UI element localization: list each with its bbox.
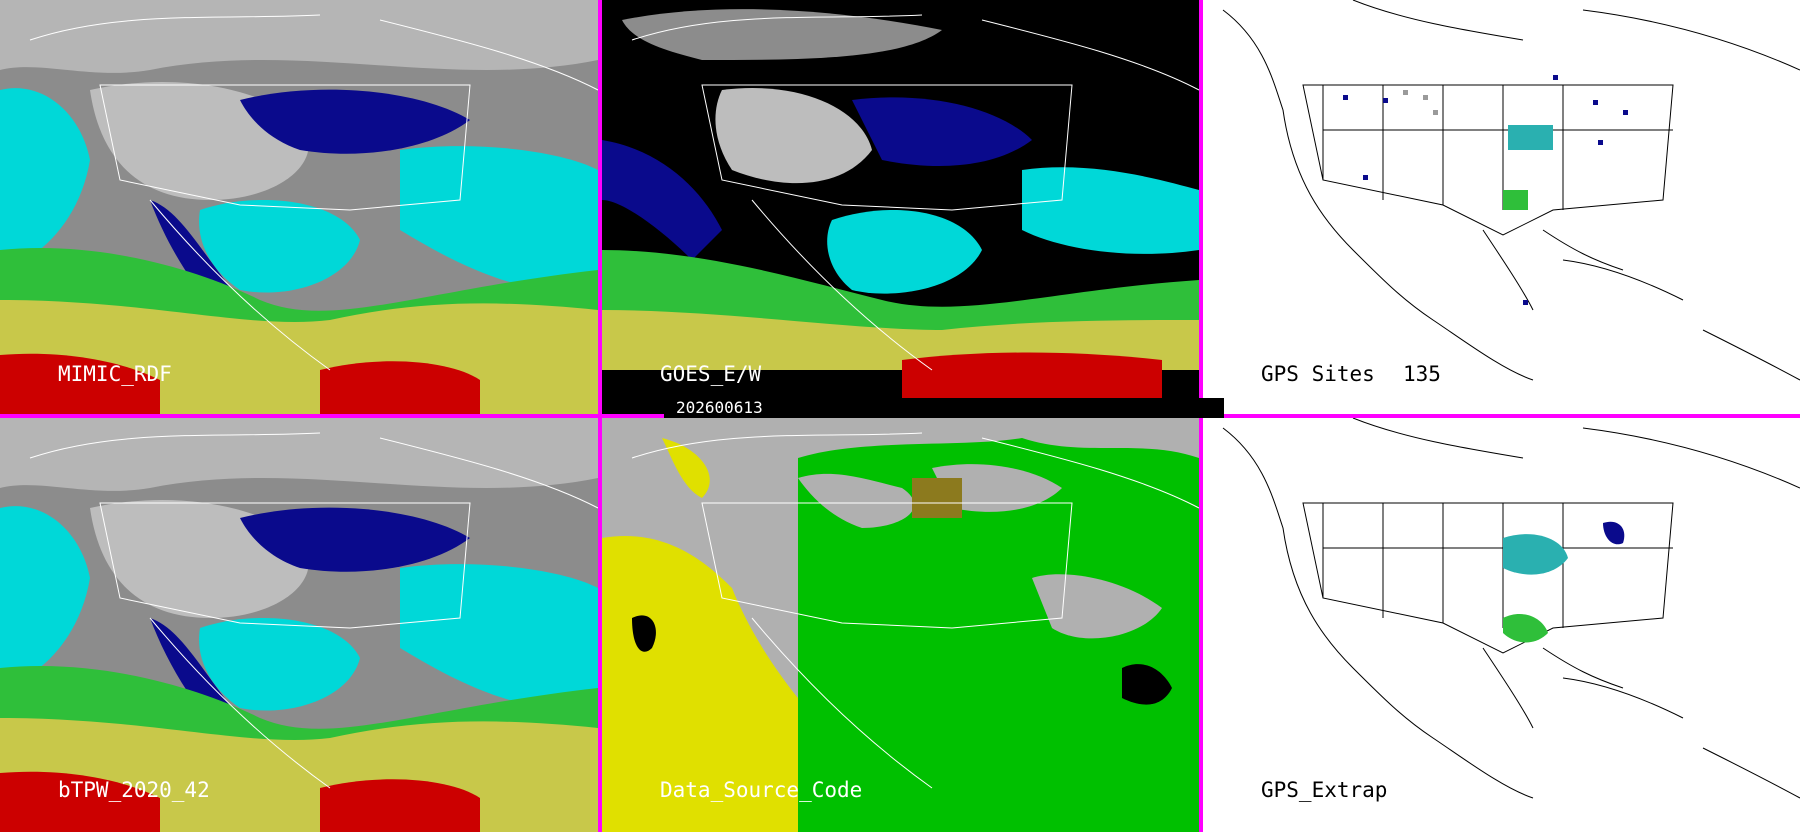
panel-gps-extrap: GPS_Extrap (1203, 418, 1800, 832)
tpw-map (602, 0, 1199, 414)
vertical-divider-left (598, 0, 602, 832)
gps-sites-map (1222, 0, 1800, 381)
gps-extrap-map (1222, 418, 1800, 799)
panel-data-source-code: Data_Source_Code (602, 418, 1199, 832)
panel-gps-sites: GPS Sites 135 (1203, 0, 1800, 414)
panel-title: Data_Source_Code (660, 778, 863, 802)
date-stamp: 202600613 (664, 398, 1224, 418)
panel-goes-ew: GOES_E/W (602, 0, 1199, 414)
panel-title: GOES_E/W (660, 362, 762, 386)
tpw-map (0, 418, 598, 832)
gps-site-count: 135 (1403, 362, 1441, 386)
panel-title: GPS_Extrap (1261, 778, 1388, 802)
panel-title: MIMIC_RDF (58, 362, 172, 386)
panel-title: GPS Sites (1261, 362, 1375, 386)
tpw-map (0, 0, 598, 414)
panel-btpw: bTPW_2020_42 (0, 418, 598, 832)
source-code-map (602, 418, 1199, 832)
panel-mimic-rdf: MIMIC_RDF (0, 0, 598, 414)
panel-title: bTPW_2020_42 (58, 778, 210, 802)
